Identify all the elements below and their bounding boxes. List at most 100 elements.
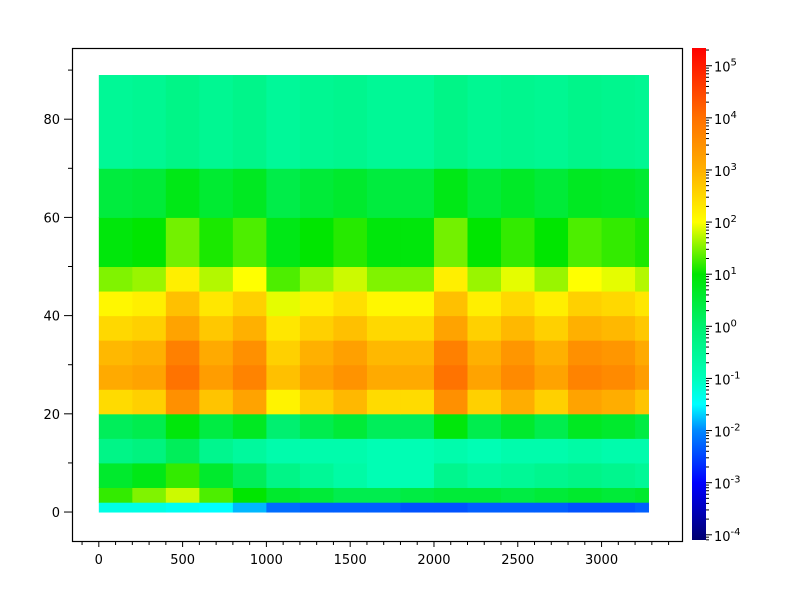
heatmap-cell	[467, 438, 502, 464]
heatmap-cell	[132, 502, 167, 513]
heatmap-cell	[165, 413, 200, 439]
heatmap-cell	[635, 413, 649, 439]
y-tick-label: 0	[52, 506, 60, 521]
heatmap-cell	[467, 364, 502, 390]
heatmap-cell	[333, 217, 368, 268]
heatmap-cell	[199, 266, 234, 292]
heatmap-cell	[568, 291, 603, 317]
heatmap-cell	[568, 364, 603, 390]
heatmap-cell	[165, 315, 200, 341]
heatmap-cell	[98, 168, 133, 218]
heatmap-cell	[333, 389, 368, 415]
heatmap-cell	[132, 389, 167, 415]
heatmap-cell	[635, 291, 649, 317]
heatmap-cell	[635, 438, 649, 464]
heatmap-cell	[467, 487, 502, 503]
heatmap-cell	[299, 340, 334, 366]
heatmap-cell	[366, 438, 401, 464]
colorbar-tick-label: 10-3	[714, 475, 741, 493]
heatmap-cell	[199, 413, 234, 439]
heatmap-cell	[433, 217, 468, 268]
heatmap-cell	[299, 487, 334, 503]
x-tick-label: 3000	[585, 553, 618, 568]
heatmap-cell	[400, 502, 435, 513]
heatmap-cell	[568, 340, 603, 366]
heatmap-cell	[232, 364, 267, 390]
heatmap-cell	[568, 413, 603, 439]
heatmap-cell	[366, 413, 401, 439]
heatmap-cell	[467, 389, 502, 415]
heatmap-cell	[467, 291, 502, 317]
heatmap-cell	[266, 315, 301, 341]
heatmap-cell	[132, 291, 167, 317]
heatmap-cell	[433, 315, 468, 341]
heatmap-cell	[232, 438, 267, 464]
heatmap-cell	[132, 462, 167, 488]
heatmap-cell	[467, 168, 502, 218]
heatmap-cell	[266, 502, 301, 513]
heatmap-cell	[601, 75, 636, 169]
heatmap-cell	[165, 389, 200, 415]
heatmap-cell	[266, 413, 301, 439]
heatmap-cell	[199, 315, 234, 341]
heatmap-cell	[366, 389, 401, 415]
heatmap-cell	[601, 438, 636, 464]
heatmap-cell	[534, 413, 569, 439]
heatmap-cell	[400, 438, 435, 464]
heatmap-cell	[266, 291, 301, 317]
heatmap-cell	[98, 291, 133, 317]
heatmap-cell	[501, 168, 536, 218]
heatmap-cell	[232, 340, 267, 366]
heatmap-cell	[501, 217, 536, 268]
heatmap-cell	[132, 487, 167, 503]
heatmap-cell	[98, 487, 133, 503]
plot-frame	[71, 47, 684, 543]
heatmap-cell	[199, 462, 234, 488]
heatmap-cell	[232, 487, 267, 503]
heatmap-cell	[568, 487, 603, 503]
heatmap-cell	[635, 217, 649, 268]
heatmap-cell	[165, 168, 200, 218]
colorbar-tick-label: 104	[714, 110, 737, 128]
heatmap-cell	[366, 487, 401, 503]
heatmap-cell	[266, 266, 301, 292]
heatmap-cell	[534, 75, 569, 169]
heatmap-cell	[165, 487, 200, 503]
heatmap-cell	[132, 315, 167, 341]
heatmap-cell	[467, 75, 502, 169]
heatmap-cell	[601, 315, 636, 341]
colorbar-tick-label: 100	[714, 318, 737, 336]
heatmap-cell	[299, 168, 334, 218]
heatmap-cell	[165, 502, 200, 513]
heatmap-cell	[232, 462, 267, 488]
heatmap-cell	[635, 462, 649, 488]
heatmap-cell	[601, 413, 636, 439]
x-axis: 0 500 1000 1500 2000 2500 3000	[81, 541, 670, 568]
heatmap-cell	[400, 315, 435, 341]
heatmap-cell	[501, 340, 536, 366]
heatmap-cell	[568, 502, 603, 513]
heatmap-cell	[601, 291, 636, 317]
heatmap-cell	[98, 502, 133, 513]
heatmap-cell	[433, 291, 468, 317]
heatmap-cell	[601, 502, 636, 513]
heatmap-cell	[467, 217, 502, 268]
heatmap-cell	[568, 389, 603, 415]
heatmap-cell	[98, 266, 133, 292]
heatmap-cell	[400, 462, 435, 488]
heatmap-cell	[232, 389, 267, 415]
heatmap-cell	[299, 502, 334, 513]
heatmap-cells	[98, 75, 649, 513]
colorbar-tick-label: 105	[714, 58, 737, 76]
heatmap-cell	[635, 75, 649, 169]
heatmap-cell	[635, 487, 649, 503]
heatmap-cell	[232, 413, 267, 439]
heatmap-cell	[467, 413, 502, 439]
heatmap-cell	[601, 168, 636, 218]
heatmap-cell	[534, 487, 569, 503]
x-tick-label: 2500	[501, 553, 534, 568]
heatmap-cell	[601, 389, 636, 415]
heatmap-cell	[568, 217, 603, 268]
heatmap-cell	[98, 75, 133, 169]
heatmap-cell	[534, 502, 569, 513]
